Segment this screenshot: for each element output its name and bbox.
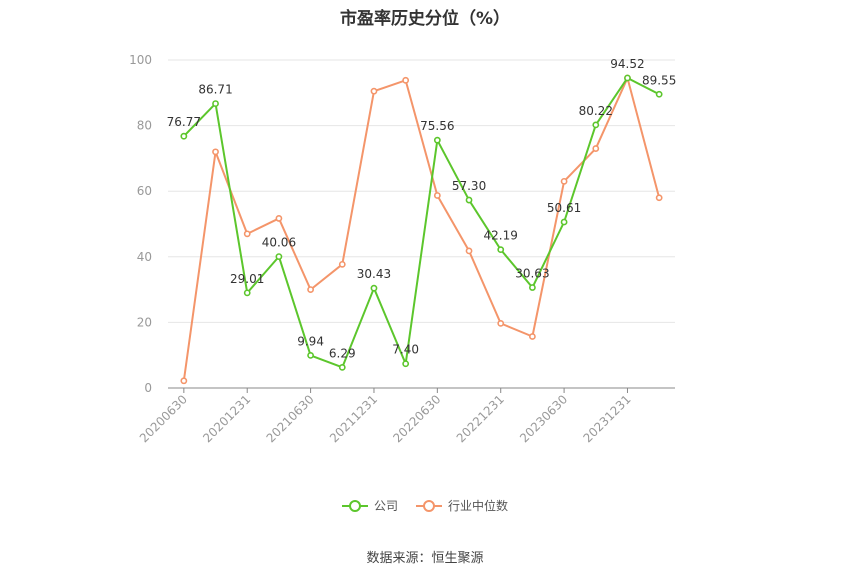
y-tick-label: 20 — [137, 315, 152, 329]
y-tick-label: 40 — [137, 250, 152, 264]
data-label-company: 30.63 — [515, 267, 549, 281]
data-point-industry-median — [370, 87, 378, 95]
data-point-industry-median — [212, 148, 219, 156]
legend: 公司 行业中位数 — [0, 497, 850, 514]
x-tick-label: 20231231 — [581, 392, 634, 445]
x-tick-label: 20200630 — [137, 392, 190, 445]
data-point-company — [529, 284, 536, 291]
data-label-company: 6.29 — [329, 346, 356, 360]
data-point-company — [243, 289, 251, 297]
data-label-company: 57.30 — [452, 179, 486, 193]
data-point-industry-median — [592, 145, 600, 152]
data-point-company — [402, 360, 410, 368]
data-point-company — [624, 74, 631, 82]
data-point-industry-median — [243, 230, 251, 238]
data-point-company — [370, 284, 378, 292]
legend-item-industry-median[interactable]: 行业中位数 — [416, 497, 508, 514]
x-tick-label: 20221231 — [454, 392, 507, 445]
data-point-industry-median — [497, 319, 505, 327]
y-tick-label: 100 — [129, 53, 152, 67]
data-point-company — [433, 136, 441, 144]
data-point-company — [338, 363, 346, 371]
series-line-industry-median — [182, 77, 661, 381]
data-point-industry-median — [338, 260, 346, 268]
legend-marker-company — [341, 499, 368, 512]
y-tick-label: 0 — [144, 381, 152, 395]
legend-marker-industry-median — [416, 499, 442, 512]
x-tick-label: 20220630 — [390, 392, 443, 445]
legend-item-company[interactable]: 公司 — [341, 497, 398, 514]
data-label-company: 40.06 — [262, 236, 296, 250]
data-label-company: 86.71 — [198, 83, 232, 97]
data-point-industry-median — [560, 177, 568, 185]
data-point-company — [497, 246, 505, 254]
data-point-industry-median — [433, 192, 441, 199]
data-point-company — [307, 351, 314, 359]
x-tick-label: 20230630 — [517, 392, 570, 445]
data-point-company — [180, 132, 188, 140]
data-point-company — [212, 100, 219, 107]
data-label-company: 9.94 — [297, 334, 324, 348]
data-point-company — [592, 121, 600, 129]
data-label-company: 29.01 — [230, 272, 264, 286]
y-tick-label: 80 — [137, 119, 152, 133]
source-note: 数据来源：恒生聚源 — [366, 551, 484, 566]
legend-label-company: 公司 — [373, 499, 398, 513]
data-point-industry-median — [180, 377, 188, 385]
x-tick-label: 20210630 — [264, 392, 317, 445]
data-point-industry-median — [655, 194, 663, 202]
x-tick-label: 20201231 — [200, 392, 253, 445]
data-point-industry-median — [307, 286, 314, 293]
data-point-company — [560, 218, 568, 226]
data-point-company — [465, 196, 473, 204]
data-label-company: 80.22 — [579, 104, 613, 118]
data-point-company — [275, 253, 283, 261]
y-tick-label: 60 — [137, 184, 152, 198]
series-line-company — [183, 76, 660, 369]
data-label-company: 42.19 — [484, 229, 518, 243]
x-tick-label: 20211231 — [327, 392, 380, 445]
data-label-company: 76.77 — [167, 115, 201, 129]
data-label-company: 75.56 — [420, 119, 454, 133]
data-label-company: 7.40 — [392, 343, 419, 357]
data-point-industry-median — [465, 247, 473, 255]
data-point-industry-median — [275, 215, 283, 222]
legend-label-industry-median: 行业中位数 — [448, 499, 509, 513]
data-label-company: 89.55 — [642, 73, 676, 87]
data-label-company: 94.52 — [610, 57, 644, 71]
data-label-company: 30.43 — [357, 267, 391, 281]
chart-title: 市盈率历史分位（%） — [339, 9, 511, 29]
data-label-company: 50.61 — [547, 201, 581, 215]
data-point-industry-median — [529, 333, 536, 340]
data-point-industry-median — [402, 76, 410, 84]
data-point-company — [655, 90, 663, 98]
